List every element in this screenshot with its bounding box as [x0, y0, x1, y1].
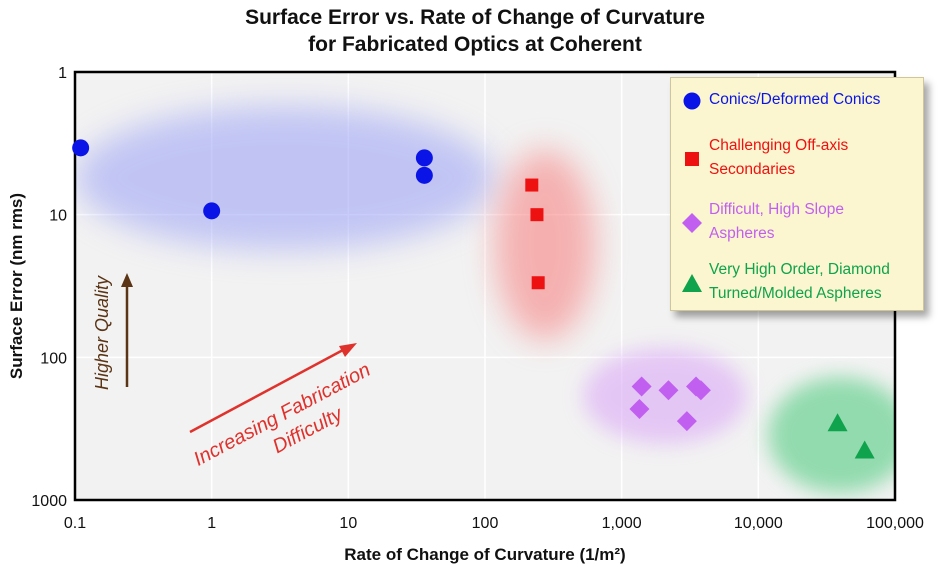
conics-region [75, 106, 495, 250]
x-tick-label: 1,000 [602, 515, 642, 532]
x-tick-label: 10 [339, 515, 357, 532]
data-point-triangle [827, 413, 848, 432]
x-tick-label: 1 [207, 515, 216, 532]
chart-title-line-2: for Fabricated Optics at Coherent [308, 33, 642, 56]
data-point-diamond [676, 411, 697, 432]
data-point-diamond [690, 380, 711, 401]
data-point-circle [415, 149, 433, 167]
x-axis-label: Rate of Change of Curvature (1/m²) [344, 545, 625, 564]
higher-quality-label: Higher Quality [92, 275, 112, 390]
legend-label-conics: Conics/Deformed Conics [709, 91, 881, 108]
legend-label-diamond-1: Very High Order, Diamond [709, 261, 890, 278]
difficulty-arrow [189, 348, 344, 434]
higher-quality-arrowhead [121, 273, 133, 287]
square-marker-icon [685, 152, 699, 166]
tick-labels: 0.1 1 10 100 1,000 10,000 100,000 1 10 100 1000 [31, 65, 924, 532]
data-point-circle [415, 166, 433, 184]
legend-label-diamond-2: Turned/Molded Aspheres [709, 285, 882, 302]
legend: Conics/Deformed Conics Challenging Off-a… [670, 77, 924, 311]
y-tick-label: 1000 [31, 493, 67, 510]
y-axis-label: Surface Error (nm rms) [7, 193, 26, 379]
data-point-diamond [631, 376, 652, 397]
x-tick-label: 100,000 [866, 515, 924, 532]
data-point-square [531, 276, 545, 290]
data-point-circle [72, 139, 90, 157]
x-tick-label: 10,000 [734, 515, 783, 532]
triangle-marker-icon [682, 274, 702, 292]
x-tick-label: 0.1 [64, 515, 86, 532]
difficulty-arrowhead [339, 343, 357, 357]
x-tick-label: 100 [472, 515, 499, 532]
legend-label-aspheres-1: Difficult, High Slope [709, 201, 844, 218]
circle-marker-icon [683, 92, 701, 110]
chart-title-line-1: Surface Error vs. Rate of Change of Curv… [245, 6, 705, 29]
legend-label-secondaries-2: Secondaries [709, 161, 796, 178]
region-blobs [75, 106, 895, 493]
legend-label-aspheres-2: Aspheres [709, 225, 775, 242]
y-tick-label: 1 [58, 65, 67, 82]
data-point-circle [203, 202, 221, 220]
data-point-triangle [854, 440, 875, 459]
data-point-diamond [629, 398, 650, 419]
diamond-region [768, 377, 895, 493]
diamond-marker-icon [682, 213, 702, 233]
data-point-square [525, 178, 539, 192]
legend-label-secondaries-1: Challenging Off-axis [709, 137, 849, 154]
y-tick-label: 100 [40, 350, 67, 367]
secondaries-region [495, 150, 595, 340]
y-tick-label: 10 [49, 208, 67, 225]
data-point-diamond [658, 380, 679, 401]
data-point-square [530, 208, 544, 222]
data-marks [72, 139, 875, 459]
